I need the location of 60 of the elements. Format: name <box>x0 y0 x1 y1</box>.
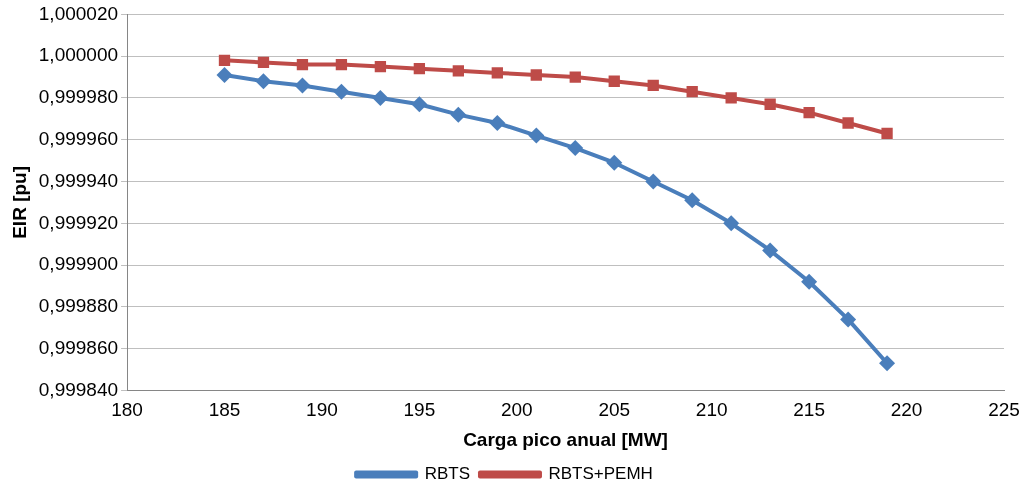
point <box>645 173 662 190</box>
point <box>762 242 779 259</box>
point <box>881 127 893 140</box>
x-tick-label: 215 <box>793 399 825 421</box>
point <box>608 75 620 87</box>
y-axis-title: EIR [pu] <box>8 165 30 239</box>
y-tick-label: 0,999900 <box>38 253 119 275</box>
x-axis-title: Carga pico anual [MW] <box>463 428 668 450</box>
y-tick-label: 0,999940 <box>38 169 119 191</box>
y-tick-label: 0,999860 <box>38 336 119 358</box>
point <box>801 273 818 290</box>
y-tick-label: 0,999960 <box>38 127 119 149</box>
legend-label: RBTS <box>424 464 470 484</box>
point <box>723 215 740 232</box>
x-tick-label: 195 <box>403 399 436 421</box>
point <box>647 79 659 92</box>
point <box>216 66 233 83</box>
point <box>725 92 737 104</box>
point <box>374 60 387 73</box>
point <box>296 58 309 71</box>
x-tick-label: 200 <box>500 399 533 421</box>
point <box>879 355 896 372</box>
point <box>411 96 428 113</box>
point <box>450 106 467 123</box>
y-tick-label: 0,999880 <box>38 295 119 317</box>
point <box>255 73 272 90</box>
point <box>452 65 464 77</box>
point <box>569 71 581 83</box>
point <box>257 56 270 69</box>
point <box>413 63 426 75</box>
point <box>372 89 389 106</box>
x-tick-label: 205 <box>598 399 631 421</box>
point <box>335 58 348 71</box>
y-tick-label: 1,000000 <box>38 44 119 66</box>
point <box>803 106 815 119</box>
point <box>840 311 857 328</box>
point <box>686 86 698 98</box>
point <box>684 192 701 209</box>
x-tick-label: 180 <box>111 399 143 421</box>
x-tick-label: 210 <box>695 399 728 421</box>
point <box>218 54 231 67</box>
y-tick-label: 0,999980 <box>38 86 119 108</box>
x-tick-label: 220 <box>890 399 923 421</box>
point <box>333 83 350 100</box>
y-tick-label: 1,000020 <box>38 2 119 24</box>
point <box>528 127 545 144</box>
point <box>764 98 776 110</box>
point <box>294 77 311 94</box>
point <box>842 117 854 129</box>
y-tick-label: 0,999840 <box>38 378 119 400</box>
y-tick-label: 0,999920 <box>38 211 119 233</box>
x-tick-label: 225 <box>988 399 1020 421</box>
point <box>606 154 623 171</box>
point <box>489 115 506 132</box>
x-tick-label: 190 <box>306 399 338 421</box>
x-tick-label: 185 <box>208 399 241 421</box>
legend-label: RBTS+PEMH <box>548 464 653 484</box>
point <box>567 140 584 157</box>
point <box>530 69 542 81</box>
point <box>491 67 503 79</box>
